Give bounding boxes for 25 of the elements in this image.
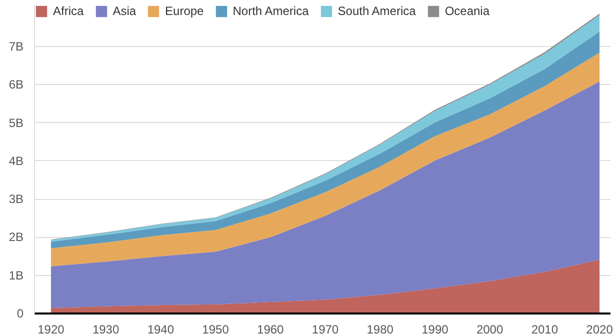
x-tick-label: 1950 xyxy=(202,322,230,336)
x-tick-label: 2000 xyxy=(476,322,504,336)
y-tick-label: 3B xyxy=(8,192,24,206)
legend-label: North America xyxy=(232,4,309,18)
legend-label: South America xyxy=(338,4,416,18)
x-tick-label: 1990 xyxy=(422,322,449,336)
x-tick-label: 2010 xyxy=(531,322,558,336)
legend-label: Europe xyxy=(165,4,204,18)
y-tick-label: 7B xyxy=(8,39,24,54)
y-tick-label: 4B xyxy=(8,154,24,168)
legend-label: Oceania xyxy=(444,4,490,18)
y-tick-label: 6B xyxy=(8,78,24,92)
x-tick-label: 1930 xyxy=(92,322,120,336)
x-tick-label: 1960 xyxy=(257,322,284,336)
y-tick-label: 5B xyxy=(8,116,24,130)
x-tick-label: 1940 xyxy=(147,322,174,336)
y-tick-label: 2B xyxy=(8,230,24,244)
y-tick-label: 1B xyxy=(8,268,24,282)
legend-label: Africa xyxy=(53,4,84,18)
y-tick-label: 0 xyxy=(16,306,24,320)
x-tick-label: 1920 xyxy=(38,322,65,336)
x-tick-label: 2020 xyxy=(586,322,614,336)
x-tick-label: 1980 xyxy=(366,322,394,336)
legend-label: Asia xyxy=(112,4,136,18)
x-tick-label: 1970 xyxy=(312,322,339,336)
